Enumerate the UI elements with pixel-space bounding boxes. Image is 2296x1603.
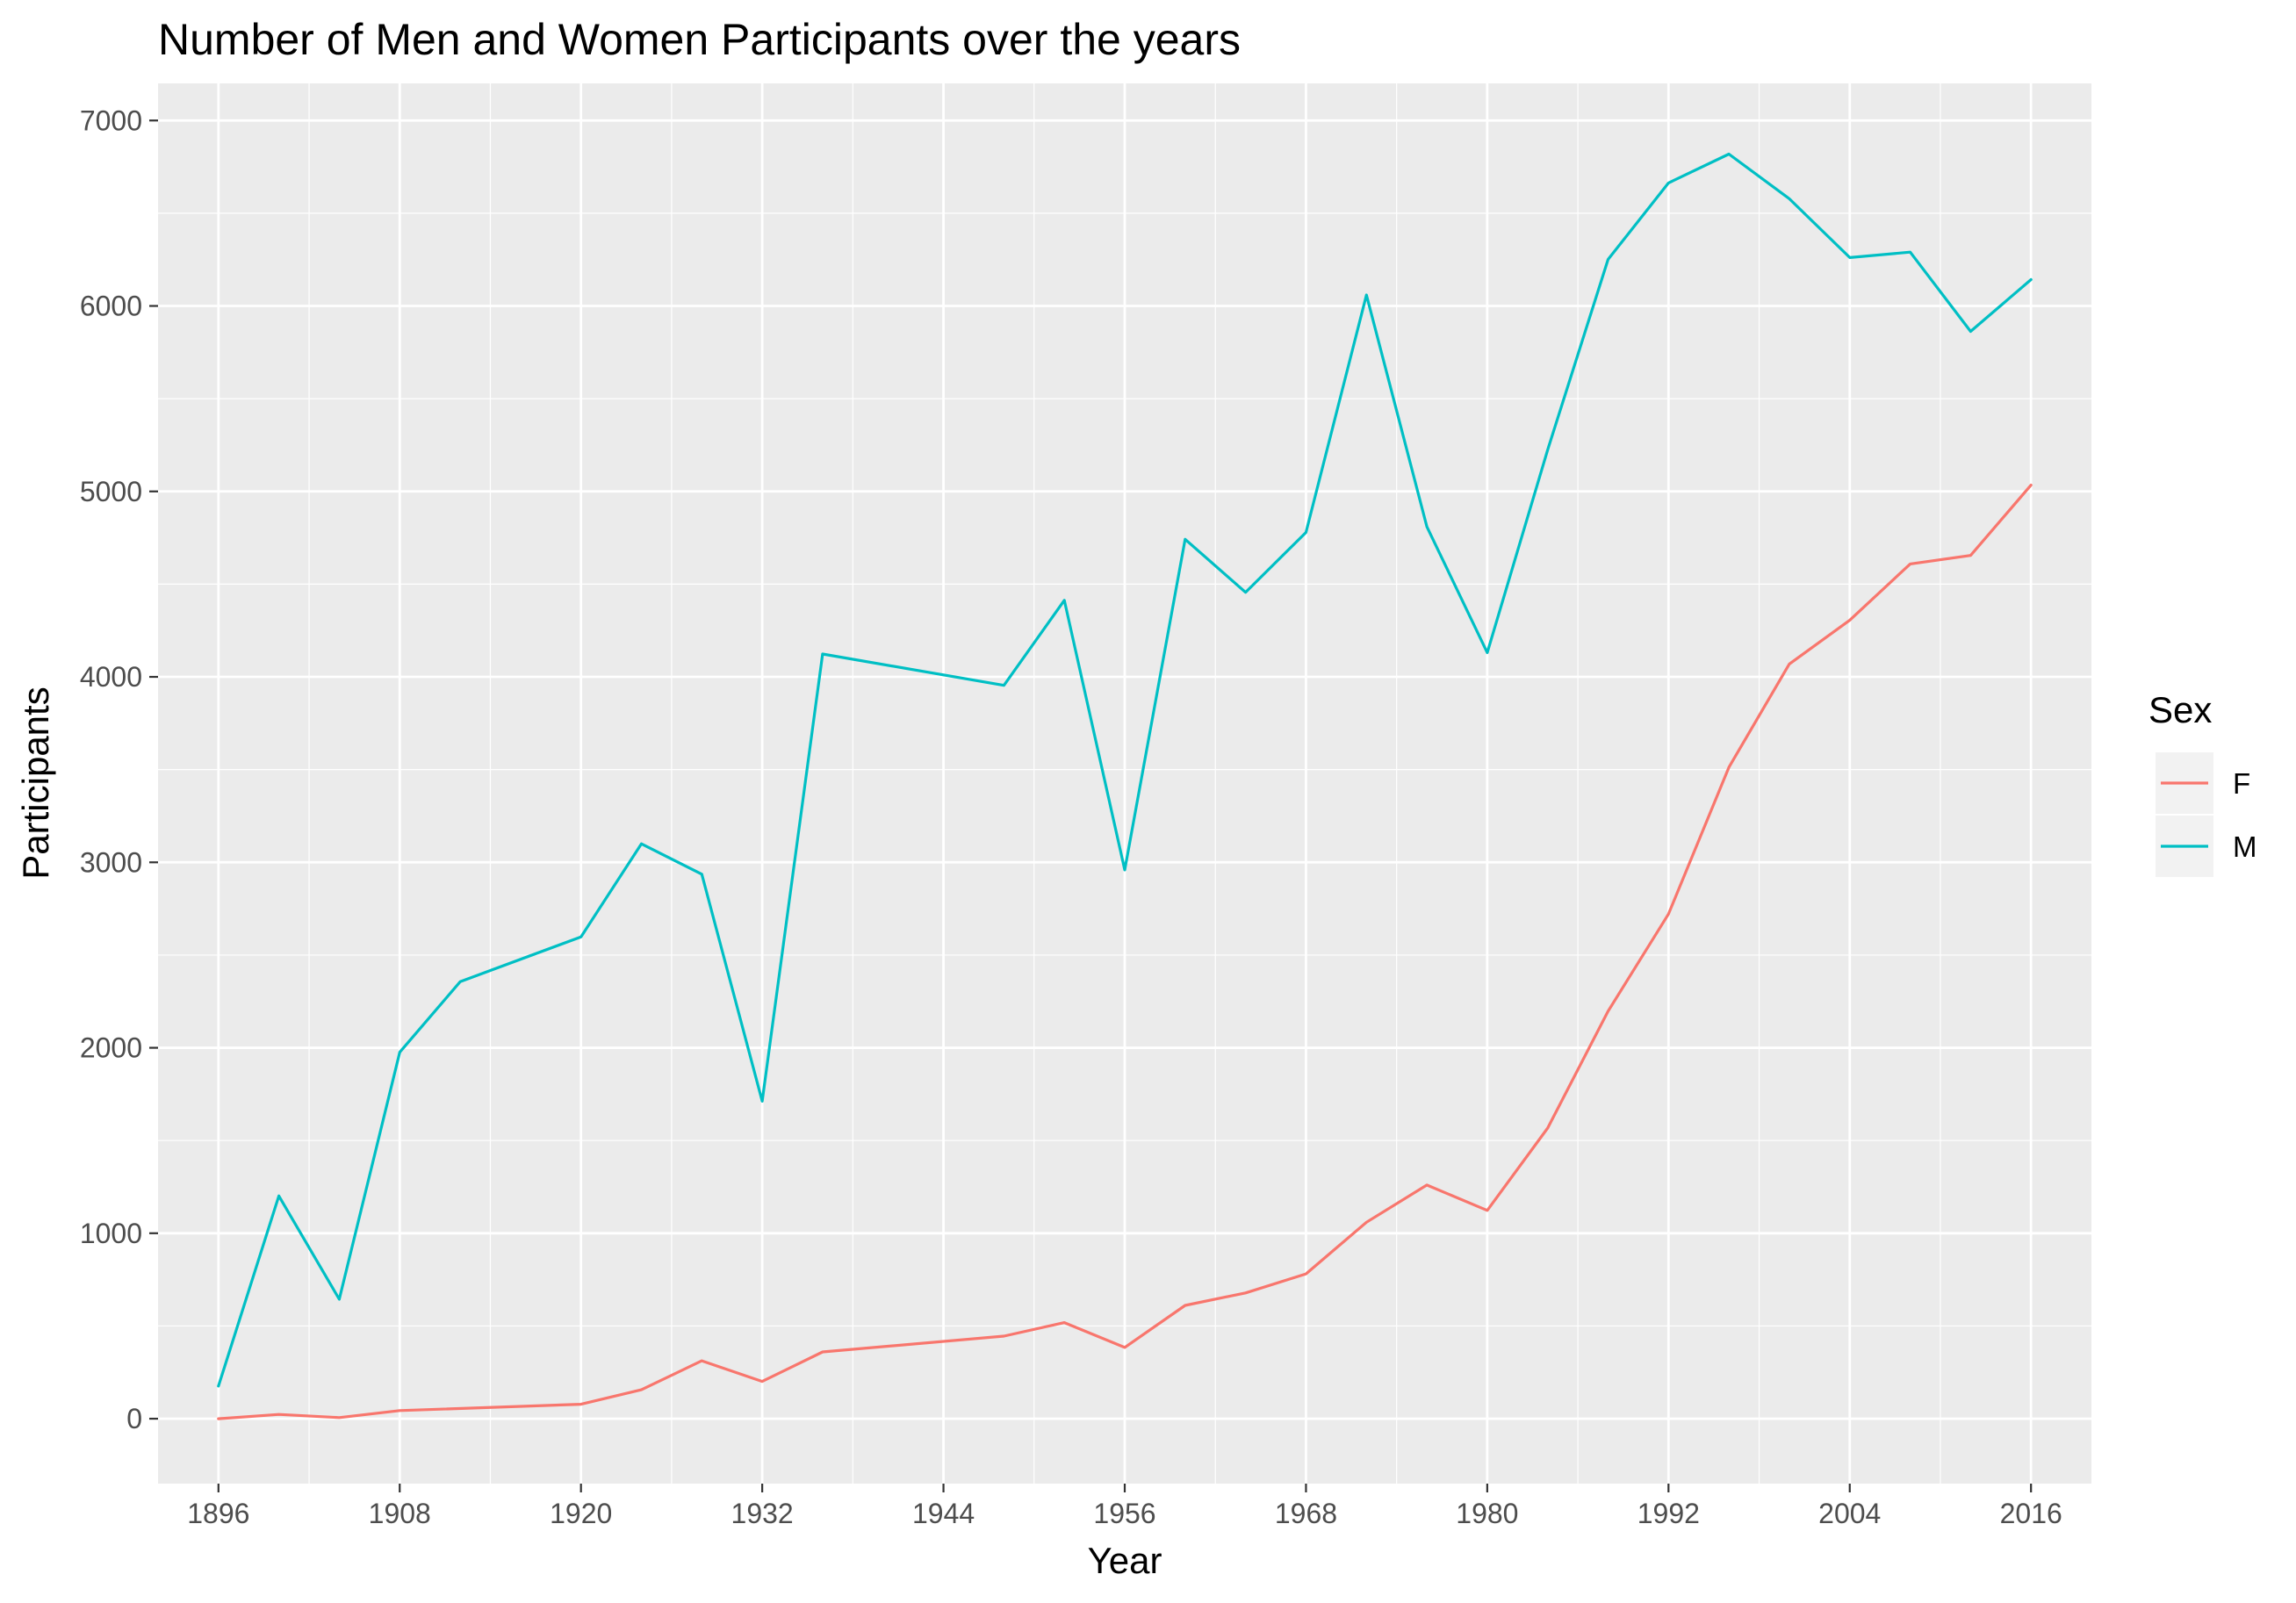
x-tick-label: 2004	[1818, 1498, 1881, 1529]
x-axis: 1896 1908 1920 1932 1944 1956 1968 1980 1992 2004…	[187, 1484, 2062, 1529]
x-tick-label: 1956	[1093, 1498, 1155, 1529]
y-tick-label: 1000	[80, 1218, 142, 1249]
x-tick-label: 1968	[1275, 1498, 1337, 1529]
legend-label: M	[2233, 830, 2257, 863]
x-tick-label: 2016	[2000, 1498, 2062, 1529]
legend: Sex FM	[2148, 689, 2257, 877]
x-tick-label: 1896	[187, 1498, 249, 1529]
y-tick-label: 2000	[80, 1032, 142, 1064]
series-line-f	[217, 483, 2033, 1420]
x-tick-label: 1992	[1637, 1498, 1700, 1529]
y-axis: 0 1000 2000 3000 4000 5000 6000 7000	[80, 104, 158, 1434]
legend-label: F	[2233, 767, 2250, 800]
series-line-m	[217, 152, 2033, 1388]
x-tick-label: 1944	[912, 1498, 975, 1529]
x-tick-label: 1908	[369, 1498, 431, 1529]
x-tick-label: 1920	[550, 1498, 612, 1529]
y-tick-label: 4000	[80, 661, 142, 693]
y-tick-label: 5000	[80, 476, 142, 507]
x-tick-label: 1932	[731, 1498, 794, 1529]
legend-title: Sex	[2148, 689, 2212, 730]
x-tick-label: 1980	[1456, 1498, 1518, 1529]
y-tick-label: 7000	[80, 104, 142, 136]
major-gridlines	[158, 83, 2091, 1484]
legend-item-f: F	[2156, 752, 2250, 814]
x-axis-title: Year	[1088, 1540, 1162, 1581]
y-tick-label: 3000	[80, 846, 142, 878]
legend-item-m: M	[2156, 816, 2257, 877]
chart-title: Number of Men and Women Participants ove…	[158, 15, 1241, 64]
y-axis-title: Participants	[15, 686, 56, 879]
y-tick-label: 6000	[80, 291, 142, 322]
y-tick-label: 0	[126, 1403, 142, 1434]
series-lines	[217, 152, 2033, 1420]
